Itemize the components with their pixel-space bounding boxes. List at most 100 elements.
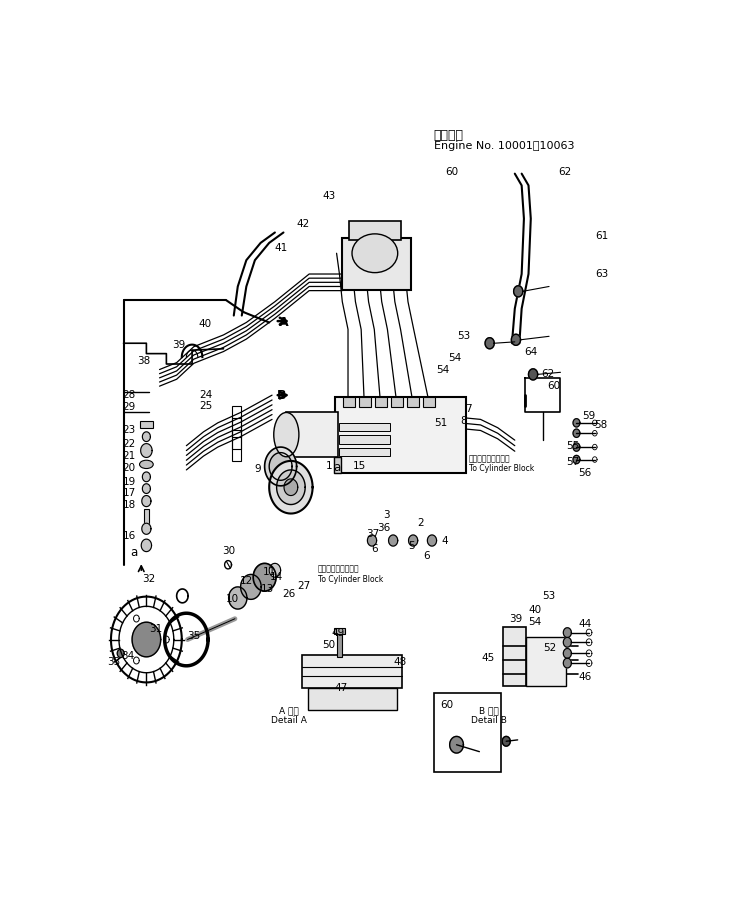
Text: 6: 6 [423, 551, 430, 561]
Bar [335, 397, 467, 474]
Bar [342, 238, 411, 290]
Bar [302, 654, 402, 688]
Text: 18: 18 [122, 500, 136, 510]
Polygon shape [563, 637, 571, 647]
Text: 60: 60 [441, 699, 454, 709]
Bar [343, 397, 355, 407]
Polygon shape [528, 369, 538, 380]
Bar [232, 418, 240, 450]
Bar [308, 688, 397, 710]
Text: a: a [130, 547, 137, 559]
Polygon shape [265, 447, 296, 485]
Bar [503, 628, 526, 686]
Polygon shape [563, 628, 571, 637]
Text: 58: 58 [594, 420, 607, 430]
Text: To Cylinder Block: To Cylinder Block [318, 575, 383, 584]
Polygon shape [142, 523, 151, 534]
Bar [408, 397, 419, 407]
Text: B 詳細: B 詳細 [479, 707, 499, 716]
Polygon shape [117, 649, 124, 657]
Text: 46: 46 [579, 672, 592, 682]
Text: 24: 24 [200, 390, 213, 400]
Polygon shape [408, 535, 418, 546]
Polygon shape [502, 736, 510, 746]
Polygon shape [368, 535, 377, 546]
Polygon shape [269, 461, 312, 513]
Text: 適用号機: 適用号機 [433, 129, 464, 142]
Text: 42: 42 [297, 219, 310, 229]
Text: 30: 30 [223, 546, 236, 556]
Text: 5: 5 [409, 541, 415, 551]
Polygon shape [142, 484, 150, 494]
Text: 1: 1 [326, 461, 332, 471]
Text: 57: 57 [567, 458, 580, 467]
Text: 23: 23 [122, 424, 136, 435]
Text: 27: 27 [297, 581, 310, 591]
Bar [349, 221, 401, 240]
Text: 17: 17 [122, 488, 136, 498]
Text: 32: 32 [143, 574, 156, 583]
Text: 49: 49 [331, 628, 344, 637]
Text: 3: 3 [383, 510, 390, 520]
Polygon shape [269, 564, 281, 577]
Text: 40: 40 [528, 605, 542, 616]
Polygon shape [133, 615, 139, 622]
Polygon shape [142, 495, 151, 507]
Polygon shape [141, 443, 152, 458]
Text: Detail A: Detail A [271, 717, 307, 725]
Text: 53: 53 [542, 591, 556, 601]
Text: 43: 43 [323, 191, 336, 201]
Text: Engine No. 10001～10063: Engine No. 10001～10063 [433, 141, 574, 151]
Text: 11: 11 [262, 566, 276, 576]
Text: 4: 4 [441, 536, 448, 546]
Text: シリンダブロックへ: シリンダブロックへ [318, 565, 360, 574]
Bar [144, 509, 149, 524]
Polygon shape [254, 564, 276, 591]
Polygon shape [573, 456, 580, 464]
Text: 39: 39 [509, 614, 522, 624]
Text: 55: 55 [567, 441, 580, 450]
Text: 16: 16 [122, 530, 136, 540]
Text: 54: 54 [528, 617, 542, 627]
Text: 41: 41 [274, 243, 287, 253]
Polygon shape [573, 443, 580, 451]
Text: 59: 59 [582, 411, 595, 421]
Text: 54: 54 [436, 364, 450, 375]
Bar [335, 458, 341, 473]
Text: 52: 52 [544, 643, 557, 653]
Bar [232, 430, 240, 461]
Bar [140, 422, 153, 429]
Text: 45: 45 [481, 654, 495, 663]
Text: 50: 50 [323, 640, 336, 650]
Text: 28: 28 [122, 390, 136, 400]
Text: To Cylinder Block: To Cylinder Block [469, 465, 534, 474]
Polygon shape [142, 539, 152, 552]
Bar [287, 413, 338, 458]
Text: 31: 31 [150, 624, 163, 634]
Text: 6: 6 [371, 544, 378, 554]
Text: 8: 8 [460, 415, 467, 426]
Text: 47: 47 [334, 683, 347, 693]
Polygon shape [485, 338, 495, 349]
Text: 26: 26 [282, 589, 296, 599]
Bar [337, 630, 342, 657]
Ellipse shape [352, 234, 398, 272]
Text: 29: 29 [122, 402, 136, 412]
Bar [424, 397, 435, 407]
Ellipse shape [273, 413, 299, 457]
Text: 64: 64 [524, 346, 537, 357]
Text: 62: 62 [541, 369, 554, 379]
Text: 37: 37 [366, 529, 380, 539]
Text: A: A [279, 316, 289, 329]
Text: Detail B: Detail B [471, 717, 507, 725]
Text: 62: 62 [559, 166, 572, 176]
Polygon shape [573, 429, 580, 438]
Text: 44: 44 [579, 619, 592, 628]
Text: 34: 34 [121, 651, 134, 661]
Text: 40: 40 [199, 319, 212, 329]
Text: 25: 25 [200, 401, 213, 411]
Text: 48: 48 [394, 656, 407, 667]
Text: 35: 35 [187, 631, 200, 641]
Text: 38: 38 [137, 355, 150, 366]
Text: 36: 36 [377, 523, 390, 533]
